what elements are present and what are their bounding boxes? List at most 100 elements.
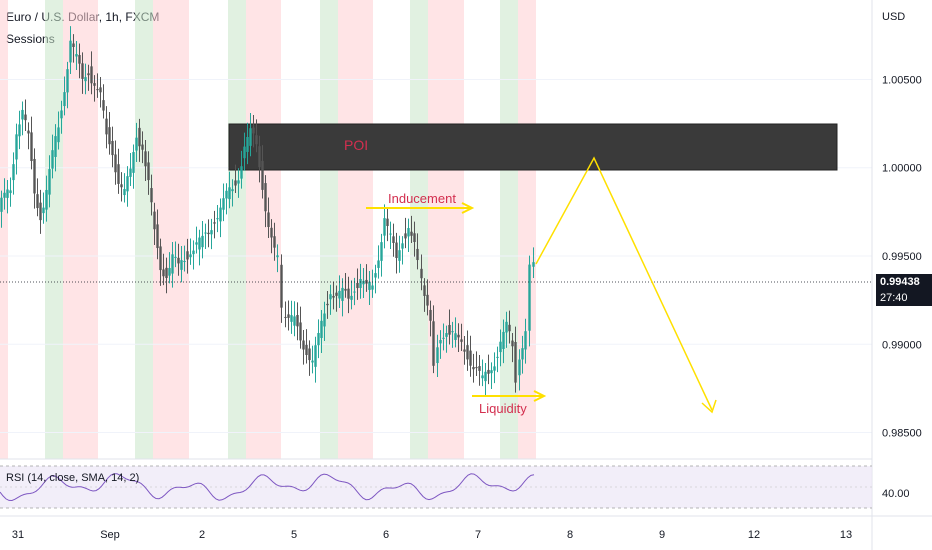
candle-body — [255, 135, 258, 145]
candle-body — [451, 331, 454, 333]
candle-body — [487, 369, 490, 374]
candle-body — [502, 331, 505, 350]
candle-body — [320, 320, 323, 338]
projection-path — [535, 156, 713, 411]
liquidity-label: Liquidity — [479, 401, 527, 416]
candle-body — [448, 324, 451, 335]
candle-body — [484, 371, 487, 382]
candle-body — [505, 321, 508, 333]
candle-body — [296, 315, 299, 327]
candle-body — [329, 294, 332, 300]
candle-body — [60, 110, 63, 119]
candle-body — [299, 322, 302, 341]
candle-body — [0, 197, 3, 212]
sessions-indicator-label: Sessions — [6, 32, 55, 46]
candle-body — [264, 183, 267, 212]
candle-body — [24, 114, 27, 121]
candle-body — [30, 132, 33, 162]
candle-body — [168, 268, 171, 276]
candle-body — [410, 231, 413, 236]
session-band — [338, 0, 356, 459]
time-tick-label: 7 — [475, 529, 481, 541]
candle-body — [78, 55, 81, 64]
candle-body — [395, 242, 398, 259]
candle-body — [228, 187, 231, 200]
candle-body — [99, 87, 102, 93]
candle-body — [454, 333, 457, 340]
session-band — [446, 0, 464, 459]
candle-body — [436, 347, 439, 364]
candle-body — [404, 233, 407, 239]
candle-body — [386, 218, 389, 227]
candle-body — [392, 236, 395, 243]
candle-body — [138, 127, 141, 147]
candle-body — [120, 184, 123, 188]
session-band — [356, 0, 373, 459]
candle-body — [105, 118, 108, 135]
candle-body — [111, 140, 114, 156]
candle-body — [429, 309, 432, 321]
candle-body — [518, 359, 521, 376]
candle-body — [126, 176, 129, 192]
candle-body — [305, 344, 308, 355]
candle-body — [231, 189, 234, 192]
candle-body — [362, 280, 365, 285]
candle-body — [532, 262, 535, 267]
bar-countdown-tag: 27:40 — [876, 290, 932, 306]
session-band — [410, 0, 428, 459]
candle-body — [374, 273, 377, 278]
candle-body — [141, 144, 144, 150]
candle-body — [463, 349, 466, 352]
candle-body — [87, 73, 90, 76]
candle-body — [90, 66, 93, 84]
time-tick-label: Sep — [100, 529, 120, 541]
candle-body — [246, 136, 249, 152]
candle-body — [162, 269, 165, 277]
candle-body — [234, 180, 237, 186]
candle-body — [514, 342, 517, 383]
session-band — [171, 0, 189, 459]
candle-body — [511, 340, 514, 347]
candle-body — [240, 166, 243, 179]
poi-zone — [228, 123, 838, 171]
candle-body — [144, 151, 147, 167]
candle-body — [356, 282, 359, 289]
candle-body — [123, 189, 126, 196]
candle-body — [344, 288, 347, 291]
candle-body — [287, 314, 290, 318]
candle-body — [45, 189, 48, 210]
candle-body — [216, 218, 219, 220]
candle-body — [252, 127, 255, 134]
inducement-arrowhead — [461, 202, 475, 214]
candlestick-series — [0, 26, 535, 397]
candle-body — [521, 348, 524, 360]
candle-body — [457, 334, 460, 338]
price-tick-label: 0.99000 — [882, 339, 922, 351]
candle-body — [171, 254, 174, 274]
candle-body — [3, 192, 6, 198]
candle-body — [153, 211, 156, 230]
candle-body — [493, 366, 496, 371]
candle-body — [9, 190, 12, 194]
rsi-indicator-label: RSI (14, close, SMA, 14, 2) — [6, 472, 140, 484]
candle-body — [108, 127, 111, 145]
candle-body — [18, 124, 21, 137]
candle-body — [81, 63, 84, 79]
candle-body — [499, 341, 502, 353]
candle-body — [338, 290, 341, 299]
candle-body — [210, 230, 213, 235]
price-tick-label: 0.99500 — [882, 251, 922, 263]
candle-body — [66, 69, 69, 93]
price-tick-label: 0.98500 — [882, 428, 922, 440]
candle-body — [150, 188, 153, 203]
candle-body — [183, 261, 186, 263]
inducement-label: Inducement — [388, 191, 456, 206]
time-tick-label: 9 — [659, 529, 665, 541]
session-band — [0, 0, 8, 459]
candle-body — [270, 227, 273, 238]
candle-body — [261, 160, 264, 190]
candle-body — [39, 202, 42, 221]
candle-body — [481, 375, 484, 379]
candle-body — [132, 152, 135, 173]
